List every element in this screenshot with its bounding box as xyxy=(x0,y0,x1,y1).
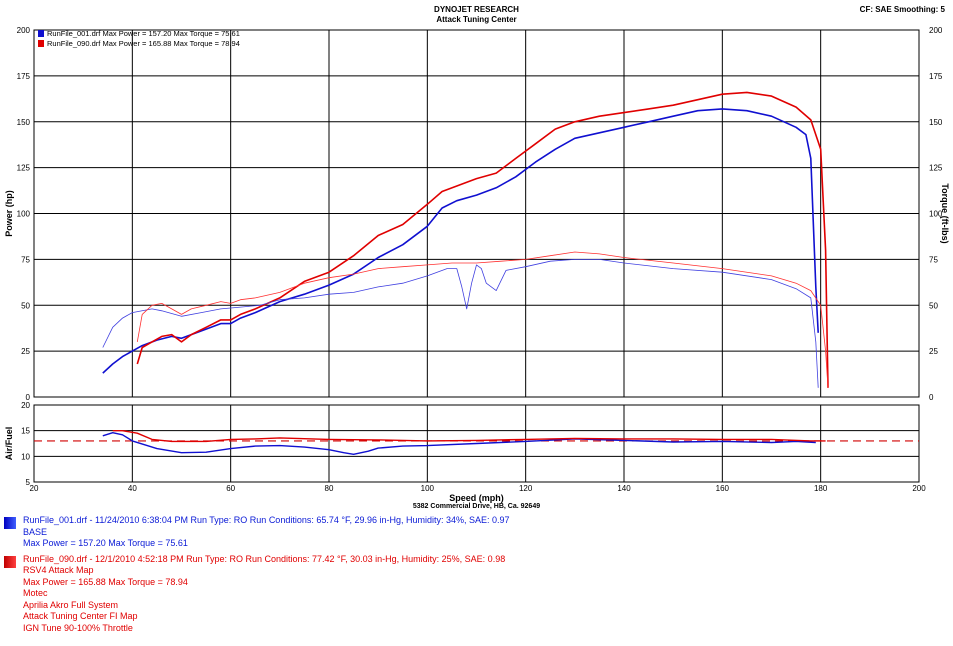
svg-text:80: 80 xyxy=(325,484,334,493)
run2-note: Max Power = 165.88 Max Torque = 78.94 xyxy=(23,576,188,587)
svg-text:200: 200 xyxy=(17,26,31,35)
run2-color-swatch xyxy=(4,555,16,568)
svg-text:10: 10 xyxy=(21,452,30,461)
svg-text:100: 100 xyxy=(929,210,943,219)
svg-text:100: 100 xyxy=(421,484,435,493)
series-line xyxy=(102,108,819,374)
run1-note: Max Power = 157.20 Max Torque = 75.61 xyxy=(23,538,188,548)
run2-note: Motec xyxy=(23,588,48,598)
svg-text:RunFile_090.drf Max Power = 16: RunFile_090.drf Max Power = 165.88 Max T… xyxy=(47,39,240,48)
run1-line1: RunFile_001.drf - 11/24/2010 6:38:04 PM … xyxy=(23,515,510,525)
svg-text:50: 50 xyxy=(929,301,938,310)
svg-text:75: 75 xyxy=(21,255,30,264)
run2-note: IGN Tune 90-100% Throttle xyxy=(23,622,133,633)
dyno-chart: 0 0 25 25 50 50 75 75 100 100 125 125 150 150 175 175 20… xyxy=(4,26,950,503)
series-line xyxy=(136,91,829,388)
svg-text:50: 50 xyxy=(21,301,30,310)
afr-series-line xyxy=(102,432,816,455)
svg-text:200: 200 xyxy=(912,484,926,493)
svg-text:RunFile_001.drf Max Power = 15: RunFile_001.drf Max Power = 157.20 Max T… xyxy=(47,29,240,38)
y-axis-label: Power (hp) xyxy=(4,190,14,237)
afr-axis-label: Air/Fuel xyxy=(4,427,14,461)
svg-text:0: 0 xyxy=(26,393,31,402)
run2-line1: RunFile_090.drf - 12/1/2010 4:52:18 PM R… xyxy=(23,553,506,564)
svg-text:150: 150 xyxy=(929,118,943,127)
air-fuel-plot: 20 40 60 80 100 120 140 160 180 200 5 10 15 20 Air/Fue… xyxy=(4,401,926,503)
chart-legend: RunFile_001.drf Max Power = 157.20 Max T… xyxy=(38,29,240,48)
run2-note: Aprilia Akro Full System xyxy=(23,599,119,610)
header-address: 5382 Commercial Drive, HB, Ca. 92649 xyxy=(412,503,541,510)
svg-text:200: 200 xyxy=(929,26,943,35)
run1-note: BASE xyxy=(23,526,48,537)
run2-note: RSV4 Attack Map xyxy=(23,565,94,575)
svg-text:180: 180 xyxy=(814,484,828,493)
header-company: DYNOJET RESEARCH xyxy=(434,5,519,14)
svg-text:120: 120 xyxy=(519,484,533,493)
series-line xyxy=(136,251,829,388)
svg-text:5: 5 xyxy=(26,478,31,487)
series-line xyxy=(102,258,819,388)
svg-text:150: 150 xyxy=(17,118,31,127)
svg-text:100: 100 xyxy=(17,210,31,219)
svg-text:160: 160 xyxy=(716,484,730,493)
svg-text:15: 15 xyxy=(21,427,30,436)
svg-text:175: 175 xyxy=(17,72,31,81)
run-info-2: RunFile_090.drf - 12/1/2010 4:52:18 PM R… xyxy=(0,554,953,635)
svg-text:125: 125 xyxy=(17,164,31,173)
svg-text:25: 25 xyxy=(21,347,30,356)
run1-color-swatch xyxy=(4,517,16,529)
svg-text:20: 20 xyxy=(30,484,39,493)
svg-text:175: 175 xyxy=(929,72,943,81)
power-torque-plot: 0 0 25 25 50 50 75 75 100 100 125 125 150 150 175 175 20… xyxy=(4,26,950,402)
svg-text:25: 25 xyxy=(929,347,938,356)
svg-text:40: 40 xyxy=(128,484,137,493)
svg-text:140: 140 xyxy=(617,484,631,493)
svg-text:75: 75 xyxy=(929,255,938,264)
run-info-1: RunFile_001.drf - 11/24/2010 6:38:04 PM … xyxy=(0,515,953,550)
svg-text:20: 20 xyxy=(21,401,30,410)
svg-text:60: 60 xyxy=(226,484,235,493)
header-correction: CF: SAE Smoothing: 5 xyxy=(859,5,945,14)
run2-note: Attack Tuning Center FI Map xyxy=(23,611,138,621)
x-axis-label: Speed (mph) xyxy=(449,493,504,503)
y2-axis-label: Torque (ft-lbs) xyxy=(940,183,950,243)
header-shop: Attack Tuning Center xyxy=(436,15,517,24)
svg-text:0: 0 xyxy=(929,393,934,402)
run-info-panel: RunFile_001.drf - 11/24/2010 6:38:04 PM … xyxy=(0,515,953,634)
svg-text:125: 125 xyxy=(929,164,943,173)
afr-series-line xyxy=(112,430,826,443)
